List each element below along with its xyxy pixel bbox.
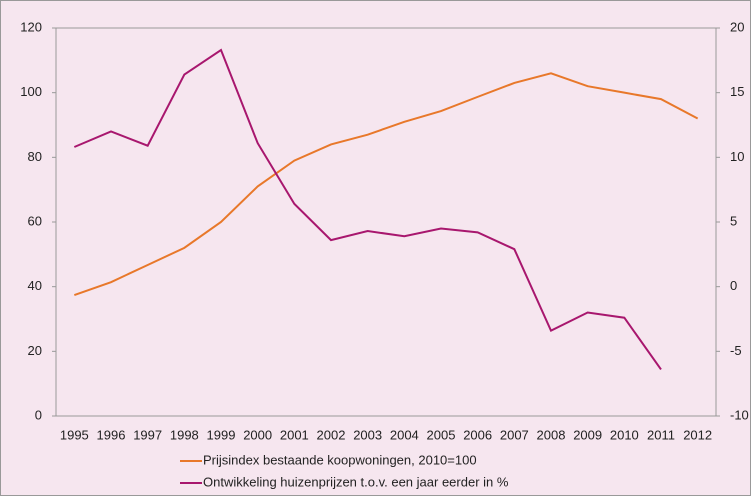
y-tick-label: 80 xyxy=(28,149,42,164)
x-tick-label: 2009 xyxy=(573,427,602,442)
x-tick-label: 2000 xyxy=(243,427,272,442)
y2-tick-label: -5 xyxy=(730,343,742,358)
legend-label: Ontwikkeling huizenprijzen t.o.v. een ja… xyxy=(203,474,509,489)
y2-tick-label: 15 xyxy=(730,84,744,99)
y2-tick-label: 20 xyxy=(730,19,744,34)
x-tick-label: 1995 xyxy=(60,427,89,442)
x-tick-label: 2012 xyxy=(683,427,712,442)
y-tick-label: 20 xyxy=(28,343,42,358)
series-line xyxy=(74,72,699,297)
x-tick-label: 1999 xyxy=(207,427,236,442)
x-tick-label: 2007 xyxy=(500,427,529,442)
y-tick-label: 100 xyxy=(20,84,42,99)
series-line xyxy=(73,48,662,371)
x-tick-label: 2002 xyxy=(317,427,346,442)
x-tick-label: 2005 xyxy=(427,427,456,442)
y2-tick-label: -10 xyxy=(730,407,749,422)
legend-label: Prijsindex bestaande koopwoningen, 2010=… xyxy=(203,452,477,467)
x-tick-label: 2004 xyxy=(390,427,419,442)
x-tick-label: 2001 xyxy=(280,427,309,442)
x-tick-label: 2010 xyxy=(610,427,639,442)
y2-tick-label: 10 xyxy=(730,149,744,164)
x-tick-label: 1996 xyxy=(97,427,126,442)
x-tick-label: 2003 xyxy=(353,427,382,442)
y-tick-label: 0 xyxy=(35,407,42,422)
y-tick-label: 60 xyxy=(28,213,42,228)
x-tick-label: 1997 xyxy=(133,427,162,442)
x-tick-label: 1998 xyxy=(170,427,199,442)
y2-tick-label: 5 xyxy=(730,213,737,228)
x-tick-label: 2011 xyxy=(647,427,675,442)
x-tick-label: 2006 xyxy=(463,427,492,442)
y2-tick-label: 0 xyxy=(730,278,737,293)
y-tick-label: 120 xyxy=(20,19,42,34)
y-tick-label: 40 xyxy=(28,278,42,293)
x-tick-label: 2008 xyxy=(537,427,566,442)
